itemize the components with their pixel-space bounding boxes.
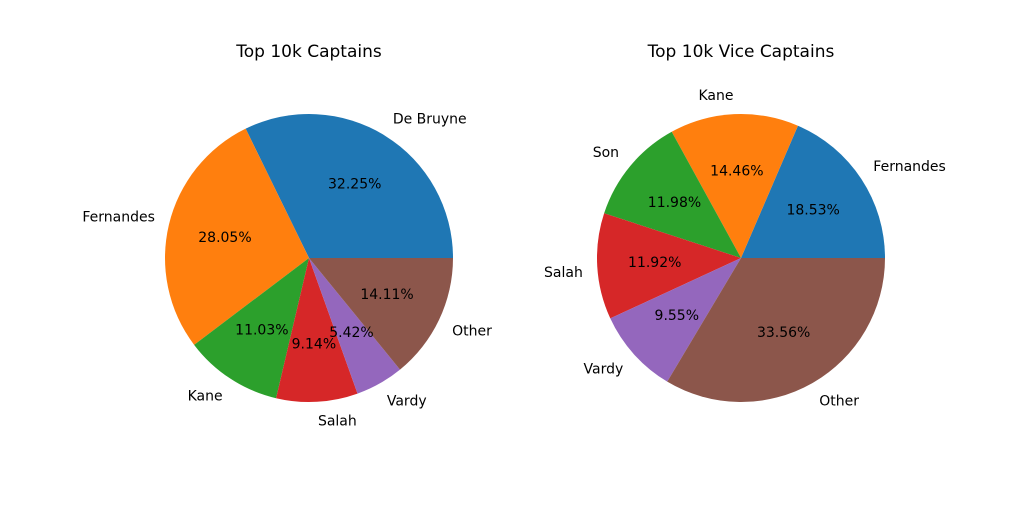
vice-captains-slice-salah [596, 213, 741, 319]
captains-slice-labels: De Bruyne Fernandes Kane Salah Vardy Other [82, 112, 492, 430]
vice-captains-percent-salah: 11.92% [628, 255, 681, 271]
vice-captains-label-fernandes: Fernandes [873, 159, 946, 175]
vice-captains-slice-other [667, 258, 885, 402]
vice-captains-percent-other: 33.56% [757, 325, 810, 341]
captains-slice-vardy [309, 258, 401, 394]
vice-captains-label-other: Other [819, 393, 859, 409]
captains-percent-fernandes: 28.05% [198, 230, 251, 246]
captains-label-de-bruyne: De Bruyne [393, 112, 467, 128]
captains-percent-de-bruyne: 32.25% [328, 177, 381, 193]
captains-label-kane: Kane [188, 388, 223, 404]
vice-captains-percent-fernandes: 18.53% [786, 202, 839, 218]
captains-slice-other [309, 258, 453, 370]
vice-captains-percent-labels: 18.53% 14.46% 11.98% 11.92% 9.55% 33.56% [628, 164, 840, 341]
captains-label-fernandes: Fernandes [82, 209, 155, 225]
vice-captains-slice-labels: Fernandes Kane Son Salah Vardy Other [544, 88, 946, 410]
vice-captains-slices [596, 114, 885, 402]
vice-captains-slice-kane [671, 114, 798, 258]
captains-slice-kane [194, 258, 309, 399]
vice-captains-label-vardy: Vardy [584, 362, 624, 378]
captains-label-other: Other [452, 324, 492, 340]
vice-captains-percent-vardy: 9.55% [655, 308, 699, 324]
vice-captains-percent-son: 11.98% [648, 195, 701, 211]
captains-label-salah: Salah [318, 414, 357, 430]
captains-percent-labels: 32.25% 28.05% 11.03%9.14%5.42% 14.11% [198, 177, 413, 353]
vice-captains-chart-title: Top 10k Vice Captains [647, 42, 835, 62]
vice-captains-label-salah: Salah [544, 265, 583, 281]
vice-captains-pie-chart: Top 10k Vice Captains Fernandes Kane Son Sa… [544, 42, 946, 409]
captains-percent-vardy: 5.42% [329, 325, 373, 341]
captains-percent-salah: 9.14% [292, 336, 336, 352]
vice-captains-slice-son [604, 131, 741, 258]
captains-slice-salah [276, 258, 358, 403]
captains-pie-chart: Top 10k Captains De Bruyne Fernandes Kane S… [82, 42, 492, 430]
captains-slices [164, 114, 453, 403]
captains-slice-de-bruyne [245, 114, 453, 258]
captains-label-vardy: Vardy [387, 394, 427, 410]
captains-slice-fernandes [164, 128, 309, 345]
captains-percent-other: 14.11% [360, 287, 413, 303]
vice-captains-slice-fernandes [741, 125, 885, 258]
vice-captains-percent-kane: 14.46% [710, 164, 763, 180]
vice-captains-label-son: Son [593, 145, 619, 161]
vice-captains-label-kane: Kane [698, 88, 733, 104]
vice-captains-slice-vardy [610, 258, 741, 382]
captains-chart-title: Top 10k Captains [235, 42, 382, 62]
captains-percent-kane: 11.03% [235, 322, 288, 338]
